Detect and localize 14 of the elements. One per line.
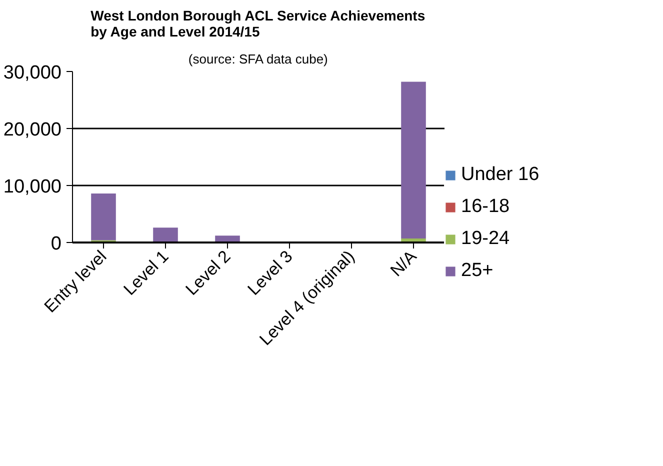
legend-label: 16-18 xyxy=(461,196,510,218)
bar xyxy=(91,193,116,240)
y-tick-label: 0 xyxy=(50,234,62,254)
bar xyxy=(153,228,178,242)
chart-subtitle: (source: SFA data cube) xyxy=(188,52,328,66)
y-tick-label: 20,000 xyxy=(3,120,62,140)
bar xyxy=(401,82,426,239)
legend-label: 19-24 xyxy=(461,228,510,250)
chart-title: West London Borough ACL Service Achievements by Age and Level 2014/15 xyxy=(90,8,426,40)
x-tick-label: N/A xyxy=(386,246,421,280)
y-tick-label: 30,000 xyxy=(3,62,62,84)
legend-label: 25+ xyxy=(461,260,494,282)
y-tick-label: 10,000 xyxy=(3,176,62,198)
legend-label: Under 16 xyxy=(461,164,540,186)
